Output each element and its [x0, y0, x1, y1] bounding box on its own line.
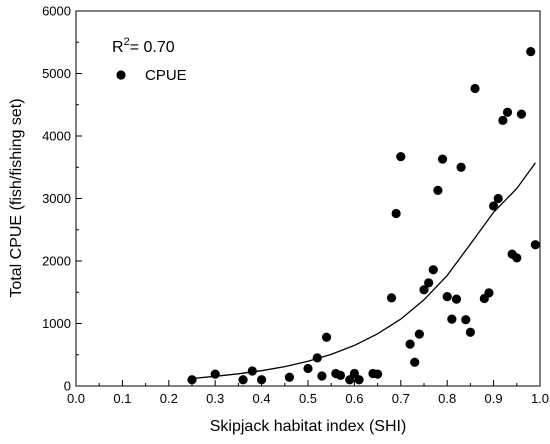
- y-tick-label: 3000: [42, 191, 71, 206]
- data-point: [493, 193, 503, 204]
- data-point: [502, 107, 513, 117]
- y-tick-label: 5000: [42, 66, 71, 81]
- data-point: [210, 369, 220, 379]
- x-tick-label: 0.0: [67, 391, 85, 406]
- legend-label: CPUE: [145, 67, 187, 84]
- x-axis-title: Skipjack habitat index (SHI): [210, 418, 407, 435]
- x-tick-label: 0.9: [485, 391, 503, 406]
- x-tick-label: 1.0: [531, 391, 549, 406]
- data-point: [489, 201, 499, 211]
- data-point: [419, 285, 429, 295]
- data-point: [405, 339, 415, 349]
- data-point: [386, 293, 397, 303]
- x-tick-label: 0.5: [299, 391, 317, 406]
- data-point: [414, 329, 424, 339]
- x-tick-label: 0.4: [253, 391, 271, 406]
- x-tick-label: 0.2: [160, 391, 178, 406]
- y-tick-label: 2000: [42, 254, 71, 269]
- data-point: [461, 315, 471, 325]
- y-axis-ticks: 0 1000 2000 3000 4000 5000 6000: [42, 4, 82, 394]
- data-point: [396, 152, 406, 162]
- data-point: [456, 162, 466, 172]
- data-point: [530, 240, 540, 250]
- y-tick-label: 4000: [42, 129, 71, 144]
- x-tick-label: 0.1: [113, 391, 131, 406]
- y-tick-label: 1000: [42, 316, 71, 331]
- data-point: [317, 371, 327, 381]
- data-point: [391, 208, 401, 219]
- x-tick-label: 0.7: [392, 391, 410, 406]
- data-point: [373, 369, 383, 379]
- data-point: [303, 363, 313, 374]
- data-point: [257, 375, 267, 385]
- x-tick-label: 0.8: [438, 391, 456, 406]
- data-point: [470, 83, 480, 94]
- data-point: [433, 185, 443, 195]
- y-tick-label: 6000: [42, 4, 71, 19]
- data-point: [238, 375, 248, 385]
- r-squared-value: = 0.70: [130, 39, 175, 56]
- data-point: [526, 47, 536, 57]
- data-point: [428, 265, 438, 275]
- data-point: [442, 292, 452, 302]
- data-point: [447, 314, 457, 324]
- fit-curve: [191, 162, 536, 380]
- data-point: [498, 115, 508, 125]
- data-point: [335, 370, 346, 380]
- data-points: [187, 47, 540, 385]
- data-point: [354, 375, 364, 385]
- data-point: [424, 278, 434, 288]
- data-point: [410, 357, 420, 367]
- r-squared-superscript: 2: [124, 36, 130, 48]
- y-tick-label: 0: [64, 379, 71, 394]
- legend-marker: [116, 70, 126, 80]
- data-point: [451, 294, 462, 304]
- data-point: [465, 327, 475, 337]
- data-point: [187, 375, 197, 385]
- x-axis-ticks: 0.0 0.1 0.2 0.3 0.4 0.5 0.6 0.7 0.8 0.9 1.0: [67, 380, 549, 406]
- r-squared-label: R: [112, 39, 124, 56]
- data-point: [312, 353, 322, 363]
- x-tick-label: 0.6: [345, 391, 363, 406]
- r-squared-annotation: R2= 0.70: [112, 36, 175, 56]
- data-point: [512, 253, 522, 263]
- data-point: [321, 332, 332, 342]
- data-point: [516, 109, 527, 119]
- data-point: [437, 154, 448, 164]
- x-tick-label: 0.3: [206, 391, 224, 406]
- legend: CPUE: [116, 67, 187, 84]
- data-point: [484, 288, 494, 298]
- y-axis-title: Total CPUE (fish/fishing set): [8, 98, 25, 297]
- data-point: [247, 366, 257, 376]
- data-point: [284, 372, 295, 382]
